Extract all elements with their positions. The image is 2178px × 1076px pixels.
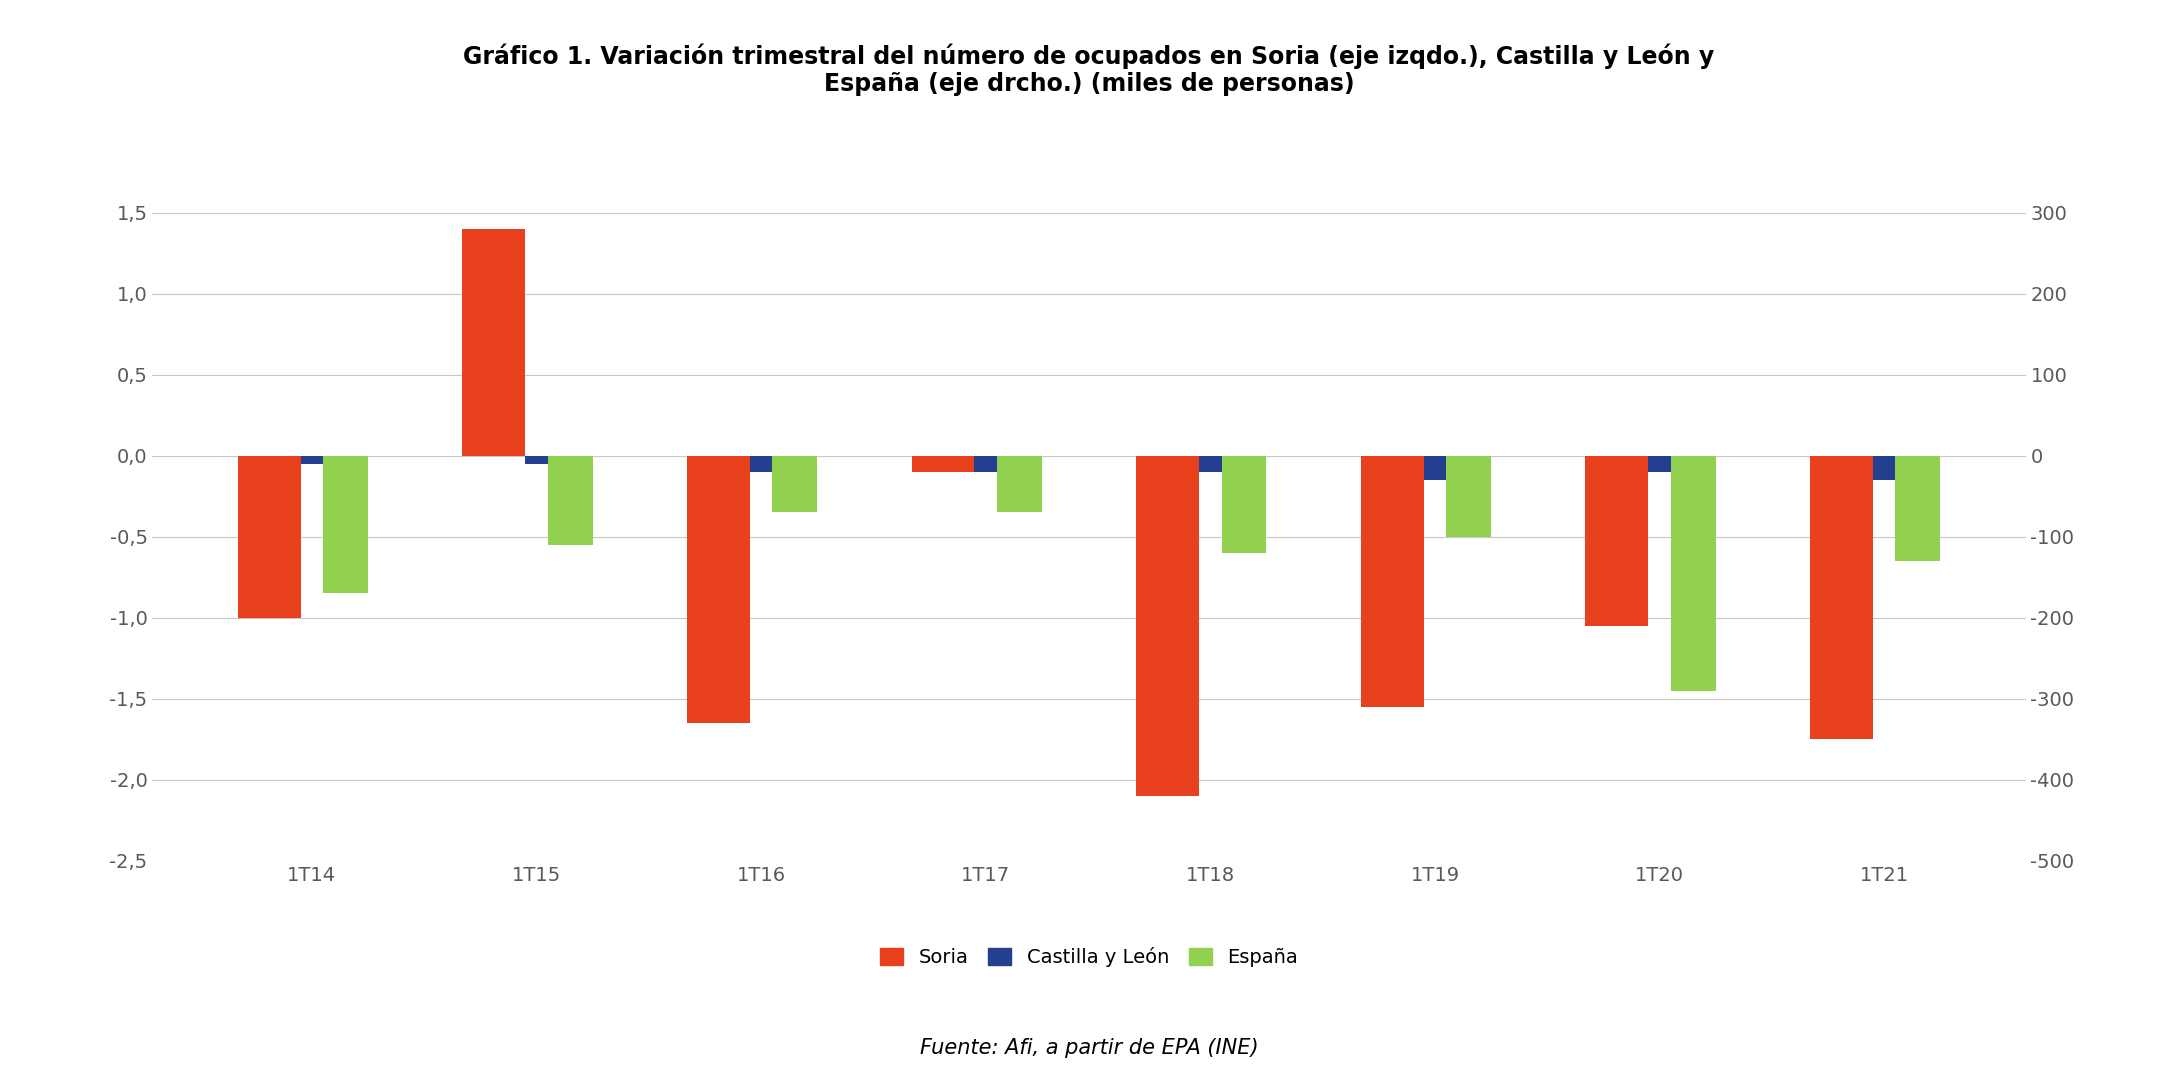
Bar	[998, 456, 1041, 512]
Bar	[1649, 456, 1671, 472]
Bar	[1424, 456, 1446, 480]
Text: Fuente: Afi, a partir de EPA (INE): Fuente: Afi, a partir de EPA (INE)	[919, 1038, 1259, 1059]
Legend: Soria, Castilla y León, España: Soria, Castilla y León, España	[871, 939, 1307, 975]
Bar	[237, 456, 301, 618]
Bar	[1873, 456, 1895, 480]
Bar	[547, 456, 592, 544]
Bar	[322, 456, 368, 594]
Bar	[1137, 456, 1200, 796]
Bar	[1200, 456, 1222, 472]
Bar	[1446, 456, 1492, 537]
Bar	[773, 456, 817, 512]
Bar	[1671, 456, 1716, 691]
Bar	[301, 456, 322, 464]
Bar	[974, 456, 998, 472]
Bar	[1222, 456, 1265, 553]
Text: Gráfico 1. Variación trimestral del número de ocupados en Soria (eje izqdo.), Ca: Gráfico 1. Variación trimestral del núme…	[464, 43, 1714, 97]
Bar	[525, 456, 547, 464]
Bar	[913, 456, 974, 472]
Bar	[1361, 456, 1424, 707]
Bar	[1810, 456, 1873, 739]
Bar	[749, 456, 773, 472]
Bar	[1586, 456, 1649, 626]
Bar	[462, 229, 525, 456]
Bar	[686, 456, 749, 723]
Bar	[1895, 456, 1941, 561]
